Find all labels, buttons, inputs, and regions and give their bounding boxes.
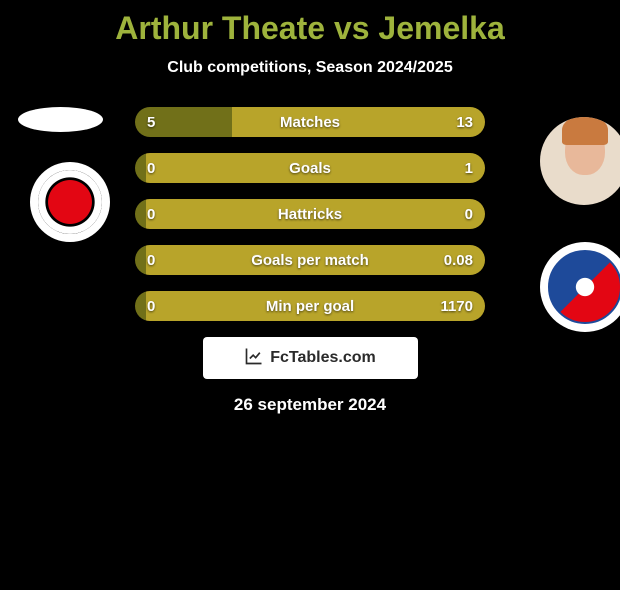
page-subtitle: Club competitions, Season 2024/2025 (0, 59, 620, 77)
stat-label: Matches (135, 107, 485, 137)
stat-bars: 5Matches130Goals10Hattricks00Goals per m… (135, 107, 485, 321)
stat-row: 0Min per goal1170 (135, 291, 485, 321)
date-line: 26 september 2024 (0, 395, 620, 415)
stat-row: 0Goals per match0.08 (135, 245, 485, 275)
left-club-badge (30, 162, 110, 242)
branding-badge: FcTables.com (203, 337, 418, 379)
page-title: Arthur Theate vs Jemelka (0, 10, 620, 47)
stat-label: Goals per match (135, 245, 485, 275)
right-club-badge (540, 242, 620, 332)
stat-value-right: 0.08 (444, 245, 473, 275)
stats-area: 5Matches130Goals10Hattricks00Goals per m… (0, 107, 620, 415)
left-player-avatar (18, 107, 103, 132)
stat-row: 0Hattricks0 (135, 199, 485, 229)
chart-icon (244, 346, 264, 371)
branding-text: FcTables.com (270, 349, 376, 367)
stat-row: 0Goals1 (135, 153, 485, 183)
stat-value-right: 1170 (440, 291, 473, 321)
stat-value-right: 0 (465, 199, 473, 229)
stat-label: Goals (135, 153, 485, 183)
stat-row: 5Matches13 (135, 107, 485, 137)
stat-value-right: 13 (456, 107, 473, 137)
comparison-infographic: Arthur Theate vs Jemelka Club competitio… (0, 10, 620, 415)
stat-label: Min per goal (135, 291, 485, 321)
stat-label: Hattricks (135, 199, 485, 229)
right-player-avatar (540, 117, 620, 205)
stat-value-right: 1 (465, 153, 473, 183)
